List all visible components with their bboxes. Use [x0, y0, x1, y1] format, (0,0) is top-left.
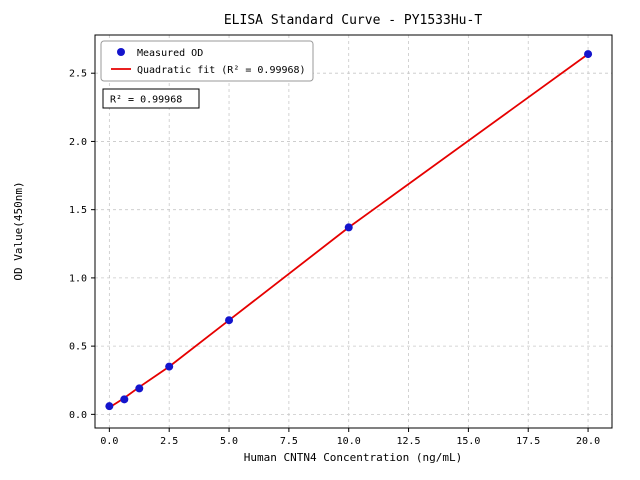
y-tick-label: 0.5: [69, 342, 87, 353]
y-axis-label: OD Value(450nm): [12, 181, 25, 280]
x-tick-label: 10.0: [337, 436, 361, 447]
y-tick-label: 0.0: [69, 410, 87, 421]
data-point: [105, 402, 114, 411]
axes-frame: [94, 34, 613, 429]
data-point: [344, 223, 353, 232]
y-tick-labels: 0.0 0.5 1.0 1.5 2.0 2.5: [69, 69, 95, 421]
annotation-text: R² = 0.99968: [110, 95, 182, 106]
legend: Measured OD Quadratic fit (R² = 0.99968): [100, 40, 314, 82]
data-point: [584, 50, 593, 59]
x-tick-label: 5.0: [220, 436, 238, 447]
y-tick-label: 2.5: [69, 69, 87, 80]
legend-box: [100, 40, 314, 82]
r-squared-annotation: R² = 0.99968: [102, 88, 200, 109]
data-point: [120, 395, 129, 404]
y-tick-label: 1.5: [69, 205, 87, 216]
x-tick-label: 17.5: [516, 436, 540, 447]
x-tick-label: 2.5: [160, 436, 178, 447]
legend-dot-marker: [117, 48, 125, 56]
x-tick-label: 0.0: [100, 436, 118, 447]
annotation-box: [102, 88, 200, 109]
data-point: [165, 362, 174, 371]
x-tick-label: 7.5: [280, 436, 298, 447]
legend-label-measured: Measured OD: [137, 48, 203, 59]
x-tick-labels: 0.0 2.5 5.0 7.5 10.0 12.5 15.0 17.5 20.0: [100, 428, 600, 447]
measured-points: [105, 50, 593, 411]
data-point: [225, 316, 234, 325]
chart-plot-area: 0.0 2.5 5.0 7.5 10.0 12.5 15.0 17.5 20.0 0.0 0.5 1.…: [69, 34, 613, 447]
x-tick-label: 15.0: [456, 436, 480, 447]
legend-label-fit: Quadratic fit (R² = 0.99968): [137, 65, 306, 76]
x-tick-label: 20.0: [576, 436, 600, 447]
y-tick-label: 1.0: [69, 273, 87, 284]
data-point: [135, 384, 144, 393]
y-tick-label: 2.0: [69, 137, 87, 148]
chart-title: ELISA Standard Curve - PY1533Hu-T: [224, 13, 482, 28]
x-axis-label: Human CNTN4 Concentration (ng/mL): [244, 451, 463, 464]
x-tick-label: 12.5: [397, 436, 421, 447]
